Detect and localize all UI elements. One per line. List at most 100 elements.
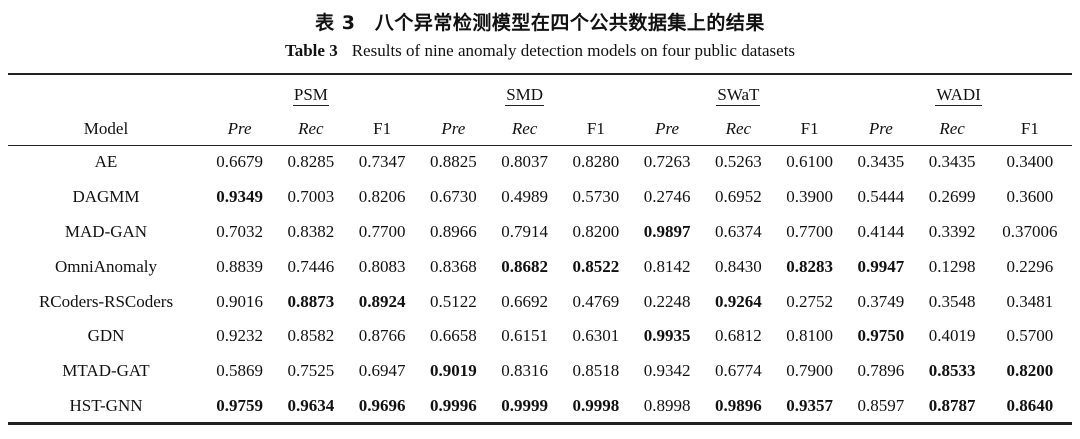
- value-cell: 0.9999: [501, 395, 548, 415]
- value-cell: 0.3435: [857, 152, 905, 172]
- model-name: AE: [94, 152, 118, 172]
- table-body: AE 0.6679 0.8285 0.7347 0.8825 0.8037 0.8280 0.…: [8, 145, 1072, 423]
- results-table: PSM SMD SWaT WADI Model Pre Rec F1 Pre Rec F1 Pre…: [8, 78, 1072, 423]
- table-label: Table 3: [284, 41, 338, 60]
- dataset-header-wadi: WADI: [845, 78, 1072, 112]
- value-cell: 0.5869: [216, 361, 263, 381]
- dataset-header-swat: SWaT: [632, 78, 846, 112]
- value-cell: 0.8280: [572, 152, 620, 172]
- value-cell: 0.6679: [216, 152, 263, 172]
- value-cell: 0.9357: [786, 395, 833, 415]
- value-cell: 0.9349: [216, 187, 263, 207]
- value-cell: 0.8825: [430, 152, 477, 172]
- metric-header-pre: Pre: [868, 118, 893, 138]
- model-header: Model: [83, 118, 129, 138]
- value-cell: 0.4019: [928, 326, 976, 346]
- table-row: GDN 0.9232 0.8582 0.8766 0.6658 0.6151 0.6301 0…: [8, 319, 1072, 354]
- value-cell: 0.8142: [643, 256, 691, 276]
- value-cell: 0.6658: [430, 326, 477, 346]
- dataset-label: SMD: [505, 85, 545, 106]
- value-cell: 0.3548: [928, 291, 976, 311]
- value-cell: 0.8316: [501, 361, 548, 381]
- value-cell: 0.3400: [1006, 152, 1054, 172]
- value-cell: 0.8037: [501, 152, 548, 172]
- metric-header-pre: Pre: [227, 118, 252, 138]
- value-cell: 0.8582: [287, 326, 335, 346]
- value-cell: 0.8839: [216, 256, 263, 276]
- value-cell: 0.6952: [715, 187, 762, 207]
- metric-header-f1: F1: [800, 118, 819, 138]
- value-cell: 0.8597: [857, 395, 905, 415]
- value-cell: 0.9696: [358, 395, 406, 415]
- value-cell: 0.5263: [715, 152, 762, 172]
- value-cell: 0.7032: [216, 221, 263, 241]
- model-name: MAD-GAN: [64, 221, 148, 241]
- value-cell: 0.1298: [928, 256, 976, 276]
- metric-header-pre: Pre: [655, 118, 680, 138]
- value-cell: 0.6730: [430, 187, 477, 207]
- value-cell: 0.7525: [287, 361, 335, 381]
- value-cell: 0.9634: [287, 395, 335, 415]
- value-cell: 0.7914: [501, 221, 548, 241]
- value-cell: 0.8998: [643, 395, 691, 415]
- value-cell: 0.9998: [572, 395, 620, 415]
- metric-header-row: Model Pre Rec F1 Pre Rec F1 Pre Rec F1 Pre Rec F1: [8, 112, 1072, 145]
- value-cell: 0.7896: [857, 361, 905, 381]
- metric-header-rec: Rec: [298, 118, 324, 138]
- model-name: GDN: [87, 326, 125, 346]
- value-cell: 0.5444: [857, 187, 905, 207]
- value-cell: 0.2699: [928, 187, 976, 207]
- model-name: DAGMM: [72, 187, 140, 207]
- table-title: Results of nine anomaly detection models…: [351, 41, 796, 60]
- metric-header-rec: Rec: [725, 118, 752, 138]
- value-cell: 0.9896: [715, 395, 762, 415]
- value-cell: 0.2248: [643, 291, 691, 311]
- value-cell: 0.3435: [928, 152, 976, 172]
- table-row: MTAD-GAT 0.5869 0.7525 0.6947 0.9019 0.8316 0.…: [8, 354, 1072, 389]
- value-cell: 0.6100: [786, 152, 833, 172]
- value-cell: 0.4144: [857, 221, 905, 241]
- model-name: HST-GNN: [69, 395, 143, 415]
- value-cell: 0.8682: [501, 256, 548, 276]
- value-cell: 0.9759: [216, 395, 263, 415]
- value-cell: 0.8924: [358, 291, 406, 311]
- value-cell: 0.37006: [1002, 221, 1058, 241]
- value-cell: 0.8382: [287, 221, 335, 241]
- value-cell: 0.7263: [643, 152, 691, 172]
- value-cell: 0.7347: [358, 152, 406, 172]
- dataset-label: PSM: [292, 85, 329, 106]
- model-name: RCoders-RSCoders: [38, 291, 174, 311]
- value-cell: 0.8200: [1006, 361, 1054, 381]
- value-cell: 0.9897: [643, 221, 691, 241]
- table-row: MAD-GAN 0.7032 0.8382 0.7700 0.8966 0.7914 0.8…: [8, 215, 1072, 250]
- value-cell: 0.9935: [643, 326, 691, 346]
- bottom-rule: [8, 422, 1072, 425]
- value-cell: 0.8787: [928, 395, 976, 415]
- metric-header-rec: Rec: [939, 118, 965, 138]
- value-cell: 0.9264: [715, 291, 762, 311]
- value-cell: 0.2752: [786, 291, 833, 311]
- value-cell: 0.8518: [572, 361, 620, 381]
- dataset-label: WADI: [935, 85, 982, 106]
- value-cell: 0.2296: [1006, 256, 1054, 276]
- dataset-header-row: PSM SMD SWaT WADI: [8, 78, 1072, 112]
- table-row: DAGMM 0.9349 0.7003 0.8206 0.6730 0.4989 0.573…: [8, 180, 1072, 215]
- value-cell: 0.6947: [358, 361, 406, 381]
- value-cell: 0.9019: [430, 361, 477, 381]
- table-row: OmniAnomaly 0.8839 0.7446 0.8083 0.8368 0.868…: [8, 249, 1072, 284]
- value-cell: 0.9947: [857, 256, 905, 276]
- metric-header-f1: F1: [373, 118, 392, 138]
- value-cell: 0.7700: [786, 221, 833, 241]
- metric-header-f1: F1: [586, 118, 605, 138]
- dataset-header-psm: PSM: [204, 78, 418, 112]
- value-cell: 0.7900: [786, 361, 833, 381]
- value-cell: 0.6374: [715, 221, 762, 241]
- value-cell: 0.9342: [643, 361, 691, 381]
- value-cell: 0.9750: [857, 326, 905, 346]
- table-caption-english: Table 3 Results of nine anomaly detection…: [0, 41, 1080, 61]
- value-cell: 0.7446: [287, 256, 335, 276]
- model-name: OmniAnomaly: [55, 256, 157, 276]
- value-cell: 0.3900: [786, 187, 833, 207]
- value-cell: 0.8100: [786, 326, 833, 346]
- table-row: AE 0.6679 0.8285 0.7347 0.8825 0.8037 0.8280 0.…: [8, 145, 1072, 180]
